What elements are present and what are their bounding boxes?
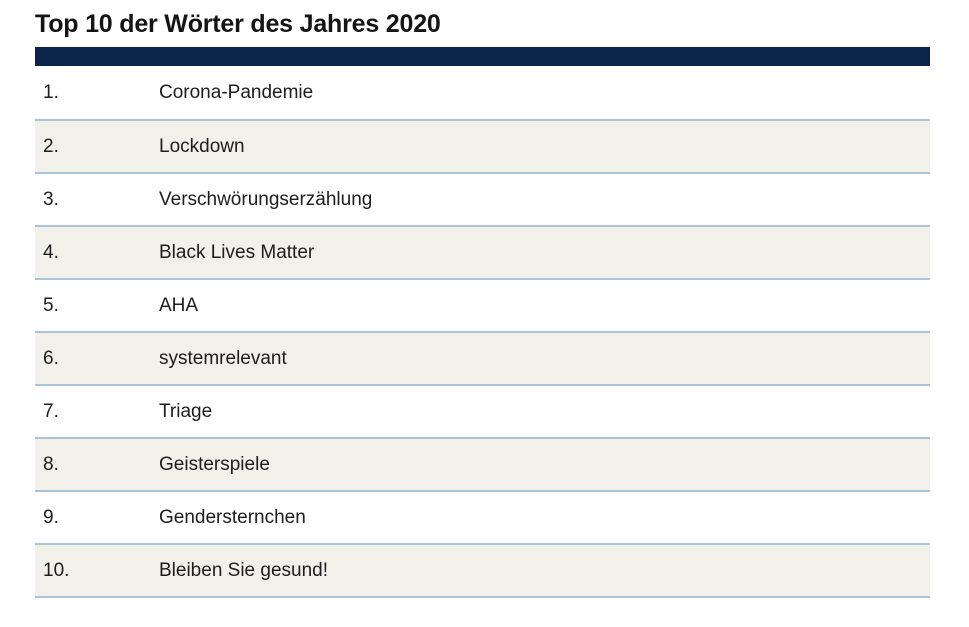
rank-cell: 6.	[43, 347, 59, 369]
ranking-table: 1. Corona-Pandemie 2. Lockdown 3. Versch…	[35, 66, 930, 598]
word-cell: Black Lives Matter	[159, 241, 315, 263]
word-cell: Bleiben Sie gesund!	[159, 559, 329, 581]
rank-cell: 8.	[43, 453, 59, 475]
rank-cell: 7.	[43, 400, 59, 422]
word-cell: systemrelevant	[159, 347, 287, 369]
word-cell: Verschwörungserzählung	[159, 188, 373, 210]
accent-bar-top	[35, 47, 930, 66]
table-row: 5. AHA	[35, 278, 930, 331]
rank-cell: 2.	[43, 135, 59, 157]
table-row: 6. systemrelevant	[35, 331, 930, 384]
word-cell: Triage	[159, 400, 213, 422]
table-row: 8. Geisterspiele	[35, 437, 930, 490]
word-cell: Gendersternchen	[159, 506, 306, 528]
table-row: 10. Bleiben Sie gesund!	[35, 543, 930, 596]
rank-cell: 10.	[43, 559, 70, 581]
word-cell: AHA	[159, 294, 199, 316]
rank-cell: 3.	[43, 188, 59, 210]
rank-cell: 9.	[43, 506, 59, 528]
table-row: 7. Triage	[35, 384, 930, 437]
word-cell: Lockdown	[159, 135, 245, 157]
rank-cell: 4.	[43, 241, 59, 263]
word-cell: Geisterspiele	[159, 453, 270, 475]
table-row: 2. Lockdown	[35, 119, 930, 172]
table-row: 3. Verschwörungserzählung	[35, 172, 930, 225]
table-row: 9. Gendersternchen	[35, 490, 930, 543]
rank-cell: 1.	[43, 81, 59, 103]
table-row: 1. Corona-Pandemie	[35, 66, 930, 119]
page: Top 10 der Wörter des Jahres 2020 1. Cor…	[35, 0, 930, 598]
table-row: 4. Black Lives Matter	[35, 225, 930, 278]
page-title: Top 10 der Wörter des Jahres 2020	[35, 10, 441, 38]
rank-cell: 5.	[43, 294, 59, 316]
word-cell: Corona-Pandemie	[159, 81, 314, 103]
